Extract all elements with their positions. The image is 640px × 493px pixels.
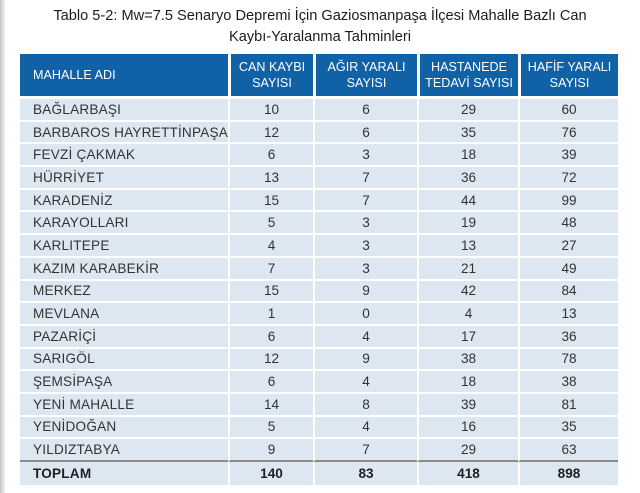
severe-injury-count-cell: 4: [313, 325, 417, 349]
table-body: BAĞLARBAŞI 10 6 29 60 BARBAROS HAYRETTİN…: [20, 99, 618, 485]
light-injury-count-cell: 48: [518, 212, 618, 236]
death-count-cell: 6: [228, 371, 313, 394]
neighborhood-name-cell: KARLITEPE: [20, 235, 228, 258]
hospital-treatment-count-cell: 21: [417, 257, 518, 281]
death-count-cell: 5: [228, 212, 313, 236]
severe-injury-count-cell: 3: [313, 144, 417, 168]
hospital-treatment-count-cell: 39: [417, 393, 518, 417]
severe-injury-count-cell: 83: [313, 462, 417, 485]
severe-injury-count-cell: 6: [313, 121, 417, 145]
hospital-treatment-count-cell: 29: [417, 439, 518, 462]
table-caption-line2: Kaybı-Yaralanma Tahminleri: [229, 28, 411, 45]
death-count-cell: 6: [228, 144, 313, 168]
severe-injury-count-cell: 7: [313, 167, 417, 190]
light-injury-count-cell: 27: [518, 235, 618, 258]
neighborhood-name-cell: KARADENİZ: [20, 189, 228, 213]
column-header-can-kaybi: CAN KAYBI SAYISI: [228, 54, 313, 99]
light-injury-count-cell: 38: [518, 371, 618, 394]
hospital-treatment-count-cell: 18: [417, 144, 518, 168]
hospital-treatment-count-cell: 13: [417, 235, 518, 258]
light-injury-count-cell: 35: [518, 416, 618, 440]
table-header-row: MAHALLE ADI CAN KAYBI SAYISI AĞIR YARALI…: [20, 54, 618, 99]
severe-injury-count-cell: 3: [313, 212, 417, 236]
column-header-hafif-yarali: HAFİF YARALI SAYISI: [518, 54, 618, 99]
light-injury-count-cell: 898: [518, 462, 618, 485]
neighborhood-name-cell: KAZIM KARABEKİR: [20, 257, 228, 281]
severe-injury-count-cell: 4: [313, 416, 417, 440]
neighborhood-name-cell: YILDIZTABYA: [20, 439, 228, 462]
light-injury-count-cell: 78: [518, 348, 618, 372]
neighborhood-name-cell: KARAYOLLARI: [20, 212, 228, 236]
neighborhood-name-cell: PAZARİÇİ: [20, 325, 228, 349]
severe-injury-count-cell: 0: [313, 303, 417, 326]
death-count-cell: 9: [228, 439, 313, 462]
severe-injury-count-cell: 8: [313, 393, 417, 417]
light-injury-count-cell: 60: [518, 99, 618, 122]
death-count-cell: 1: [228, 303, 313, 326]
table-caption: Tablo 5-2: Mw=7.5 Senaryo Depremi İçin G…: [0, 6, 640, 47]
death-count-cell: 15: [228, 189, 313, 213]
light-injury-count-cell: 49: [518, 257, 618, 281]
severe-injury-count-cell: 9: [313, 280, 417, 304]
hospital-treatment-count-cell: 16: [417, 416, 518, 440]
severe-injury-count-cell: 3: [313, 257, 417, 281]
severe-injury-count-cell: 9: [313, 348, 417, 372]
hospital-treatment-count-cell: 44: [417, 189, 518, 213]
severe-injury-count-cell: 6: [313, 99, 417, 122]
death-count-cell: 6: [228, 325, 313, 349]
table-caption-line1: Tablo 5-2: Mw=7.5 Senaryo Depremi İçin G…: [53, 8, 587, 24]
hospital-treatment-count-cell: 17: [417, 325, 518, 349]
hospital-treatment-count-cell: 418: [417, 462, 518, 485]
neighborhood-name-cell: BARBAROS HAYRETTİNPAŞA: [20, 121, 228, 145]
hospital-treatment-count-cell: 35: [417, 121, 518, 145]
hospital-treatment-count-cell: 19: [417, 212, 518, 236]
light-injury-count-cell: 72: [518, 167, 618, 190]
hospital-treatment-count-cell: 42: [417, 280, 518, 304]
hospital-treatment-count-cell: 38: [417, 348, 518, 372]
light-injury-count-cell: 84: [518, 280, 618, 304]
light-injury-count-cell: 63: [518, 439, 618, 462]
column-header-agir-yarali: AĞIR YARALI SAYISI: [313, 54, 417, 99]
light-injury-count-cell: 99: [518, 189, 618, 213]
severe-injury-count-cell: 7: [313, 189, 417, 213]
death-count-cell: 4: [228, 235, 313, 258]
hospital-treatment-count-cell: 18: [417, 371, 518, 394]
light-injury-count-cell: 76: [518, 121, 618, 145]
death-count-cell: 12: [228, 348, 313, 372]
light-injury-count-cell: 81: [518, 393, 618, 417]
hospital-treatment-count-cell: 36: [417, 167, 518, 190]
neighborhood-name-cell: FEVZİ ÇAKMAK: [20, 144, 228, 168]
death-count-cell: 12: [228, 121, 313, 145]
neighborhood-name-cell: ŞEMSİPAŞA: [20, 371, 228, 394]
hospital-treatment-count-cell: 4: [417, 303, 518, 326]
column-header-mahalle-adi: MAHALLE ADI: [20, 54, 228, 99]
neighborhood-name-cell: MEVLANA: [20, 303, 228, 326]
death-count-cell: 13: [228, 167, 313, 190]
light-injury-count-cell: 13: [518, 303, 618, 326]
death-count-cell: 14: [228, 393, 313, 417]
severe-injury-count-cell: 4: [313, 371, 417, 394]
death-count-cell: 140: [228, 462, 313, 485]
death-count-cell: 10: [228, 99, 313, 122]
neighborhood-name-cell: BAĞLARBAŞI: [20, 99, 228, 122]
hospital-treatment-count-cell: 29: [417, 99, 518, 122]
neighborhood-name-cell: YENİDOĞAN: [20, 416, 228, 440]
death-count-cell: 5: [228, 416, 313, 440]
severe-injury-count-cell: 7: [313, 439, 417, 462]
death-count-cell: 7: [228, 257, 313, 281]
neighborhood-name-cell: SARIGÖL: [20, 348, 228, 372]
light-injury-count-cell: 39: [518, 144, 618, 168]
neighborhood-name-cell: TOPLAM: [20, 462, 228, 485]
neighborhood-name-cell: YENİ MAHALLE: [20, 393, 228, 417]
casualty-table: MAHALLE ADI CAN KAYBI SAYISI AĞIR YARALI…: [20, 54, 618, 485]
neighborhood-name-cell: HÜRRİYET: [20, 167, 228, 190]
severe-injury-count-cell: 3: [313, 235, 417, 258]
page-left-edge: [0, 0, 5, 493]
column-header-hastanede-tedavi: HASTANEDE TEDAVİ SAYISI: [417, 54, 518, 99]
neighborhood-name-cell: MERKEZ: [20, 280, 228, 304]
light-injury-count-cell: 36: [518, 325, 618, 349]
death-count-cell: 15: [228, 280, 313, 304]
